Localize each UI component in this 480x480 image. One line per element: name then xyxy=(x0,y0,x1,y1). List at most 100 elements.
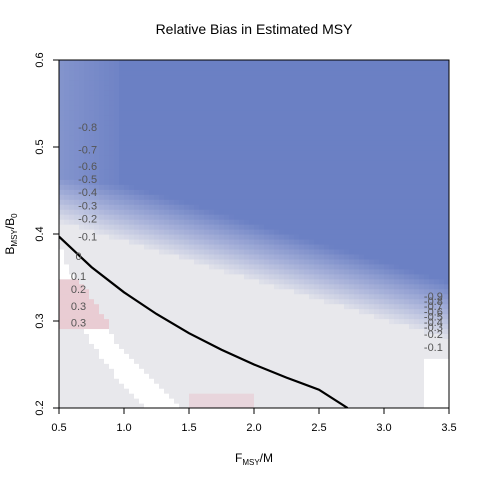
heatmap-cell xyxy=(169,179,175,185)
heatmap-cell xyxy=(99,209,105,215)
heatmap-cell xyxy=(339,363,345,369)
heatmap-cell xyxy=(194,224,200,230)
heatmap-cell xyxy=(329,149,335,156)
heatmap-cell xyxy=(234,174,240,180)
heatmap-cell xyxy=(204,323,210,330)
heatmap-cell xyxy=(59,243,65,250)
heatmap-cell xyxy=(209,194,215,200)
heatmap-cell xyxy=(374,174,380,180)
heatmap-cell xyxy=(94,358,100,364)
heatmap-cell xyxy=(204,308,210,315)
heatmap-cell xyxy=(354,238,360,245)
heatmap-cell xyxy=(234,268,240,275)
heatmap-cell xyxy=(154,243,160,250)
heatmap-cell xyxy=(399,84,405,91)
heatmap-cell xyxy=(129,248,135,255)
heatmap-cell xyxy=(319,313,325,320)
heatmap-cell xyxy=(159,353,165,359)
heatmap-cell xyxy=(204,219,210,225)
heatmap-cell xyxy=(344,248,350,255)
heatmap-cell xyxy=(379,328,385,335)
heatmap-cell xyxy=(59,323,65,330)
heatmap-cell xyxy=(394,253,400,260)
heatmap-cell xyxy=(179,74,185,81)
heatmap-cell xyxy=(189,219,195,225)
heatmap-cell xyxy=(264,60,270,66)
heatmap-cell xyxy=(104,129,110,136)
heatmap-cell xyxy=(139,393,145,399)
heatmap-cell xyxy=(284,393,290,399)
heatmap-cell xyxy=(129,273,135,280)
heatmap-cell xyxy=(234,164,240,170)
heatmap-cell xyxy=(289,368,295,374)
heatmap-cell xyxy=(104,313,110,320)
heatmap-cell xyxy=(214,60,220,66)
heatmap-cell xyxy=(314,388,320,394)
heatmap-cell xyxy=(264,318,270,325)
heatmap-cell xyxy=(64,79,70,86)
heatmap-cell xyxy=(84,333,90,339)
heatmap-cell xyxy=(134,189,140,195)
heatmap-cell xyxy=(289,94,295,101)
heatmap-cell xyxy=(254,64,260,71)
heatmap-cell xyxy=(89,248,95,255)
heatmap-cell xyxy=(354,149,360,156)
heatmap-cell xyxy=(79,313,85,320)
heatmap-cell xyxy=(349,144,355,151)
heatmap-cell xyxy=(324,219,330,225)
heatmap-cell xyxy=(314,144,320,151)
heatmap-cell xyxy=(99,119,105,126)
heatmap-cell xyxy=(394,283,400,290)
heatmap-cell xyxy=(199,398,205,404)
heatmap-cell xyxy=(134,273,140,280)
heatmap-cell xyxy=(104,154,110,161)
heatmap-cell xyxy=(204,283,210,290)
heatmap-cell xyxy=(94,293,100,300)
heatmap-cell xyxy=(269,149,275,156)
heatmap-cell xyxy=(394,273,400,280)
heatmap-cell xyxy=(389,273,395,280)
heatmap-cell xyxy=(149,114,155,121)
heatmap-cell xyxy=(169,234,175,240)
heatmap-cell xyxy=(234,60,240,66)
heatmap-cell xyxy=(124,278,130,285)
heatmap-cell xyxy=(164,298,170,305)
heatmap-cell xyxy=(239,74,245,81)
heatmap-cell xyxy=(84,368,90,374)
heatmap-cell xyxy=(314,109,320,116)
heatmap-cell xyxy=(164,353,170,359)
heatmap-cell xyxy=(339,383,345,389)
heatmap-cell xyxy=(169,288,175,295)
heatmap-cell xyxy=(79,393,85,399)
heatmap-cell xyxy=(224,179,230,185)
heatmap-cell xyxy=(349,199,355,205)
heatmap-cell xyxy=(244,234,250,240)
heatmap-cell xyxy=(399,293,405,300)
heatmap-cell xyxy=(144,84,150,91)
heatmap-cell xyxy=(239,343,245,349)
heatmap-cell xyxy=(209,99,215,106)
heatmap-cell xyxy=(379,388,385,394)
heatmap-cell xyxy=(219,94,225,101)
heatmap-cell xyxy=(229,164,235,170)
heatmap-cell xyxy=(369,204,375,210)
heatmap-cell xyxy=(99,248,105,255)
heatmap-cell xyxy=(374,273,380,280)
heatmap-cell xyxy=(334,318,340,325)
heatmap-cell xyxy=(174,94,180,101)
heatmap-cell xyxy=(144,263,150,270)
heatmap-cell xyxy=(139,318,145,325)
heatmap-cell xyxy=(324,60,330,66)
heatmap-cell xyxy=(399,358,405,364)
heatmap-cell xyxy=(284,114,290,121)
heatmap-cell xyxy=(354,60,360,66)
heatmap-cell xyxy=(249,154,255,161)
heatmap-cell xyxy=(394,318,400,325)
heatmap-cell xyxy=(109,224,115,230)
heatmap-cell xyxy=(244,318,250,325)
heatmap-cell xyxy=(74,114,80,121)
heatmap-cell xyxy=(234,189,240,195)
heatmap-cell xyxy=(394,373,400,379)
heatmap-cell xyxy=(414,288,420,295)
heatmap-cell xyxy=(289,194,295,200)
